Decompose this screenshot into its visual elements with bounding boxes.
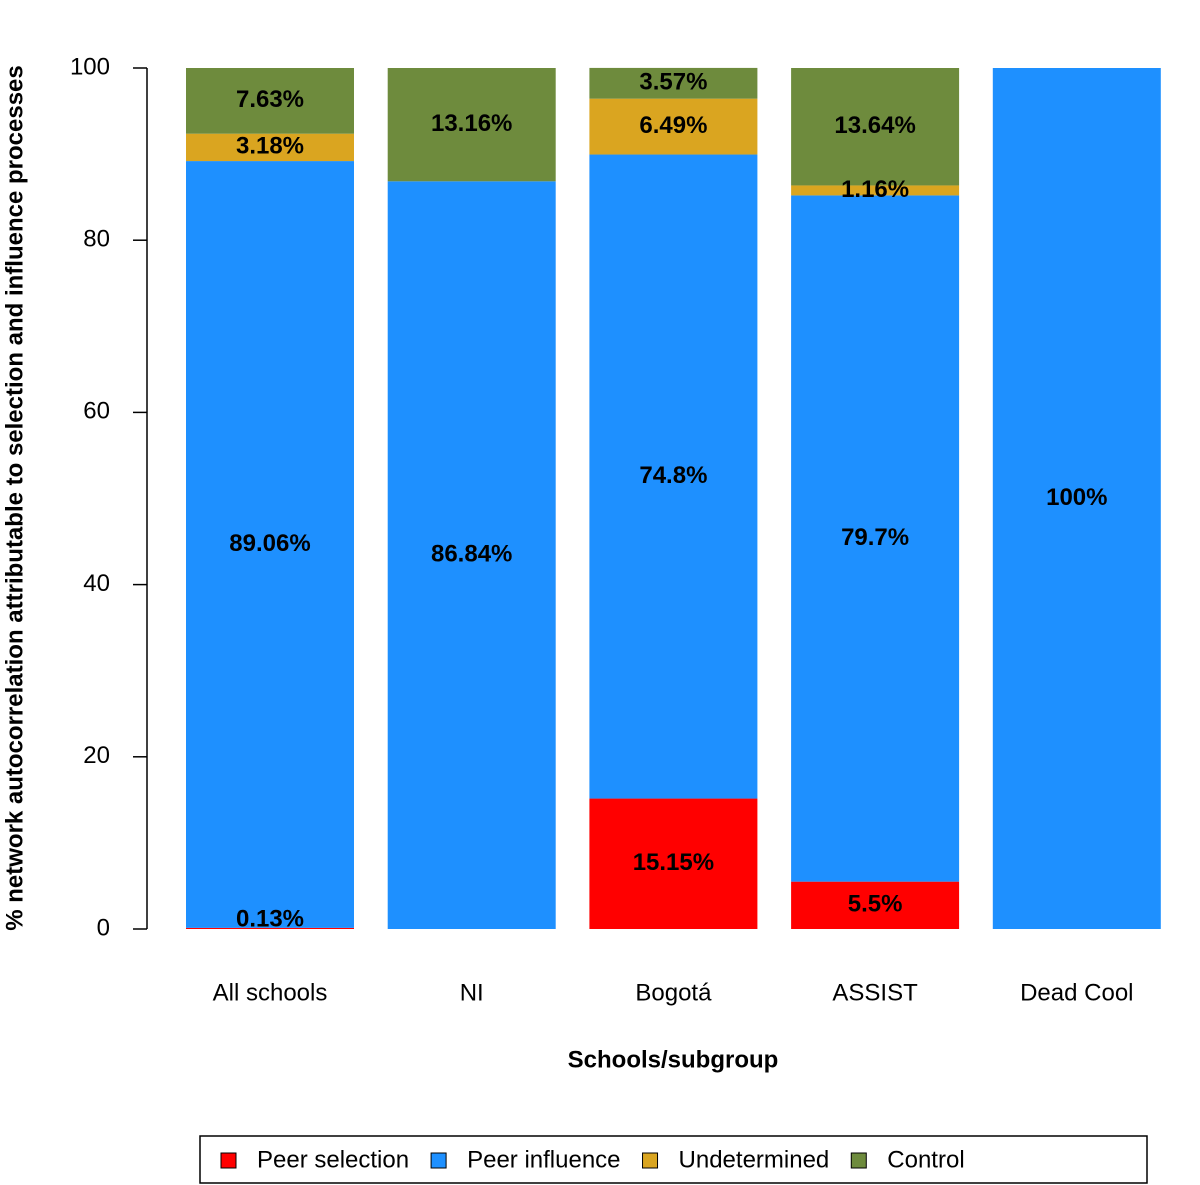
data-label: 7.63% (236, 86, 304, 113)
bar-segment (791, 68, 960, 186)
legend-box (199, 1135, 1148, 1184)
y-tick-label: 40 (83, 570, 110, 597)
bar-segment (387, 181, 556, 929)
x-tick-label: All schools (213, 979, 328, 1006)
data-label: 79.7% (841, 524, 909, 551)
y-tick-label: 100 (70, 53, 110, 80)
x-tick-label: Dead Cool (1020, 979, 1133, 1006)
x-tick-label: NI (460, 979, 484, 1006)
bar-segment (992, 68, 1161, 929)
data-label: 13.16% (431, 110, 512, 137)
data-label: 15.15% (633, 849, 714, 876)
legend-label: Undetermined (679, 1146, 830, 1173)
x-axis-label: Schools/subgroup (568, 1046, 779, 1073)
data-label: 3.18% (236, 133, 304, 160)
x-tick-label: ASSIST (832, 979, 918, 1006)
bar-segment (186, 68, 354, 134)
bar-segment (791, 881, 960, 929)
data-label: 86.84% (431, 540, 512, 567)
bar-segment (186, 133, 354, 162)
legend-label: Peer selection (257, 1146, 409, 1173)
legend-label: Control (887, 1146, 964, 1173)
data-label: 100% (1046, 484, 1107, 511)
y-tick-label: 20 (83, 742, 110, 769)
y-axis-label: % network autocorrelation attributable t… (1, 65, 28, 931)
x-tick-label: Bogotá (635, 979, 712, 1006)
data-label: 3.57% (639, 69, 707, 96)
legend-label: Peer influence (467, 1146, 620, 1173)
bar-segment (589, 98, 758, 155)
legend-swatch (642, 1152, 659, 1169)
bar-segment (186, 927, 354, 929)
data-label: 0.13% (236, 905, 304, 932)
y-tick-label: 60 (83, 398, 110, 425)
legend-swatch (220, 1152, 237, 1169)
y-tick-label: 0 (97, 914, 110, 941)
bar-segment (791, 185, 960, 196)
y-tick-label: 80 (83, 226, 110, 253)
bar-segment (589, 154, 758, 799)
data-label: 74.8% (639, 462, 707, 489)
bar-segment (791, 195, 960, 882)
bar-segment (387, 68, 556, 182)
legend-swatch (430, 1152, 447, 1169)
bar-segment (589, 798, 758, 929)
data-label: 5.5% (848, 891, 903, 918)
bar-segment (589, 67, 758, 99)
legend-swatch (850, 1152, 867, 1169)
data-label: 13.64% (834, 112, 915, 139)
data-label: 1.16% (841, 176, 909, 203)
data-label: 89.06% (229, 530, 310, 557)
data-label: 6.49% (639, 112, 707, 139)
bar-segment (186, 161, 354, 928)
